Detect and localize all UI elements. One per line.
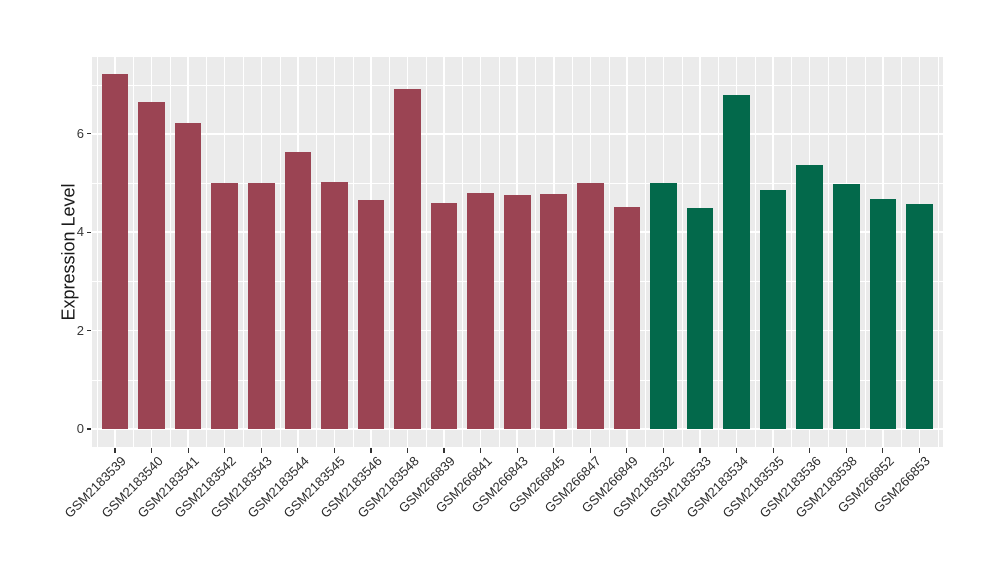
v-gridline-minor [681, 57, 683, 447]
y-tick-label: 0 [76, 421, 84, 436]
bar-GSM2183539 [101, 73, 129, 429]
x-tick-mark [772, 448, 774, 453]
x-tick-mark [224, 448, 226, 453]
v-gridline-minor [206, 57, 208, 447]
v-gridline-minor [864, 57, 866, 447]
y-tick-label: 4 [76, 224, 84, 240]
x-tick-mark [333, 448, 335, 453]
bar-GSM2183534 [723, 94, 750, 429]
y-tick-mark [86, 330, 91, 332]
bar-GSM2183545 [321, 181, 348, 429]
bar-GSM2183533 [686, 208, 714, 429]
x-tick-mark [297, 448, 299, 453]
v-gridline-minor [389, 57, 391, 447]
y-axis-title: Expression Level [58, 183, 79, 321]
bar-GSM2183532 [650, 183, 677, 429]
x-tick-mark [370, 448, 372, 453]
v-gridline-minor [316, 57, 317, 447]
v-gridline-minor [96, 57, 98, 447]
bar-GSM266839 [430, 202, 458, 429]
bar-GSM2183546 [357, 200, 385, 429]
x-tick-mark [114, 448, 116, 453]
y-tick-mark [86, 133, 91, 135]
v-gridline-minor [791, 57, 793, 447]
v-gridline-minor [572, 57, 573, 447]
v-gridline-minor [498, 57, 500, 447]
v-gridline-minor [242, 57, 244, 447]
bar-GSM266845 [540, 194, 568, 429]
x-tick-mark [626, 448, 628, 453]
v-gridline-minor [425, 57, 427, 447]
x-tick-mark [516, 448, 518, 453]
bar-GSM2183542 [211, 183, 238, 429]
x-tick-mark [406, 448, 409, 453]
x-tick-mark [589, 448, 591, 453]
x-tick-mark [260, 448, 262, 453]
v-gridline-minor [901, 57, 903, 447]
x-tick-mark [662, 448, 665, 453]
bar-GSM266841 [467, 192, 494, 429]
x-tick-mark [845, 448, 847, 453]
bar-GSM2183543 [247, 183, 275, 429]
x-tick-mark [187, 448, 189, 453]
v-gridline-minor [535, 57, 537, 447]
y-tick-mark [86, 428, 91, 430]
x-tick-mark [918, 448, 921, 453]
x-tick-mark [809, 448, 811, 453]
y-tick-label: 6 [76, 125, 84, 141]
y-tick-label: 2 [76, 322, 84, 338]
x-tick-mark [150, 448, 153, 453]
v-gridline-minor [352, 57, 354, 447]
v-gridline-minor [608, 57, 610, 447]
bar-GSM2183548 [394, 89, 421, 429]
bar-GSM2183540 [138, 101, 165, 429]
x-tick-mark [699, 448, 701, 453]
bar-GSM266853 [906, 204, 933, 429]
v-gridline-minor [828, 57, 829, 447]
v-gridline-minor [133, 57, 135, 447]
v-gridline-minor [462, 57, 464, 447]
bar-GSM2183535 [759, 190, 787, 429]
bar-GSM266843 [503, 195, 531, 429]
bar-GSM266852 [869, 199, 897, 429]
bar-GSM2183544 [284, 152, 312, 429]
x-tick-mark [443, 448, 445, 453]
bar-GSM266849 [613, 207, 641, 429]
bar-GSM2183536 [796, 165, 824, 429]
y-tick-mark [86, 231, 91, 233]
v-gridline-minor [937, 57, 939, 447]
x-tick-mark [480, 448, 482, 453]
bar-GSM266847 [577, 183, 604, 429]
v-gridline-minor [169, 57, 171, 447]
x-tick-mark [882, 448, 884, 453]
plot-panel [92, 57, 943, 447]
v-gridline-minor [718, 57, 720, 447]
x-tick-mark [736, 448, 738, 453]
bar-GSM2183538 [833, 183, 860, 429]
v-gridline-minor [279, 57, 281, 447]
v-gridline-minor [754, 57, 756, 447]
bar-GSM2183541 [174, 123, 202, 429]
x-tick-mark [553, 448, 555, 453]
v-gridline-minor [645, 57, 647, 447]
